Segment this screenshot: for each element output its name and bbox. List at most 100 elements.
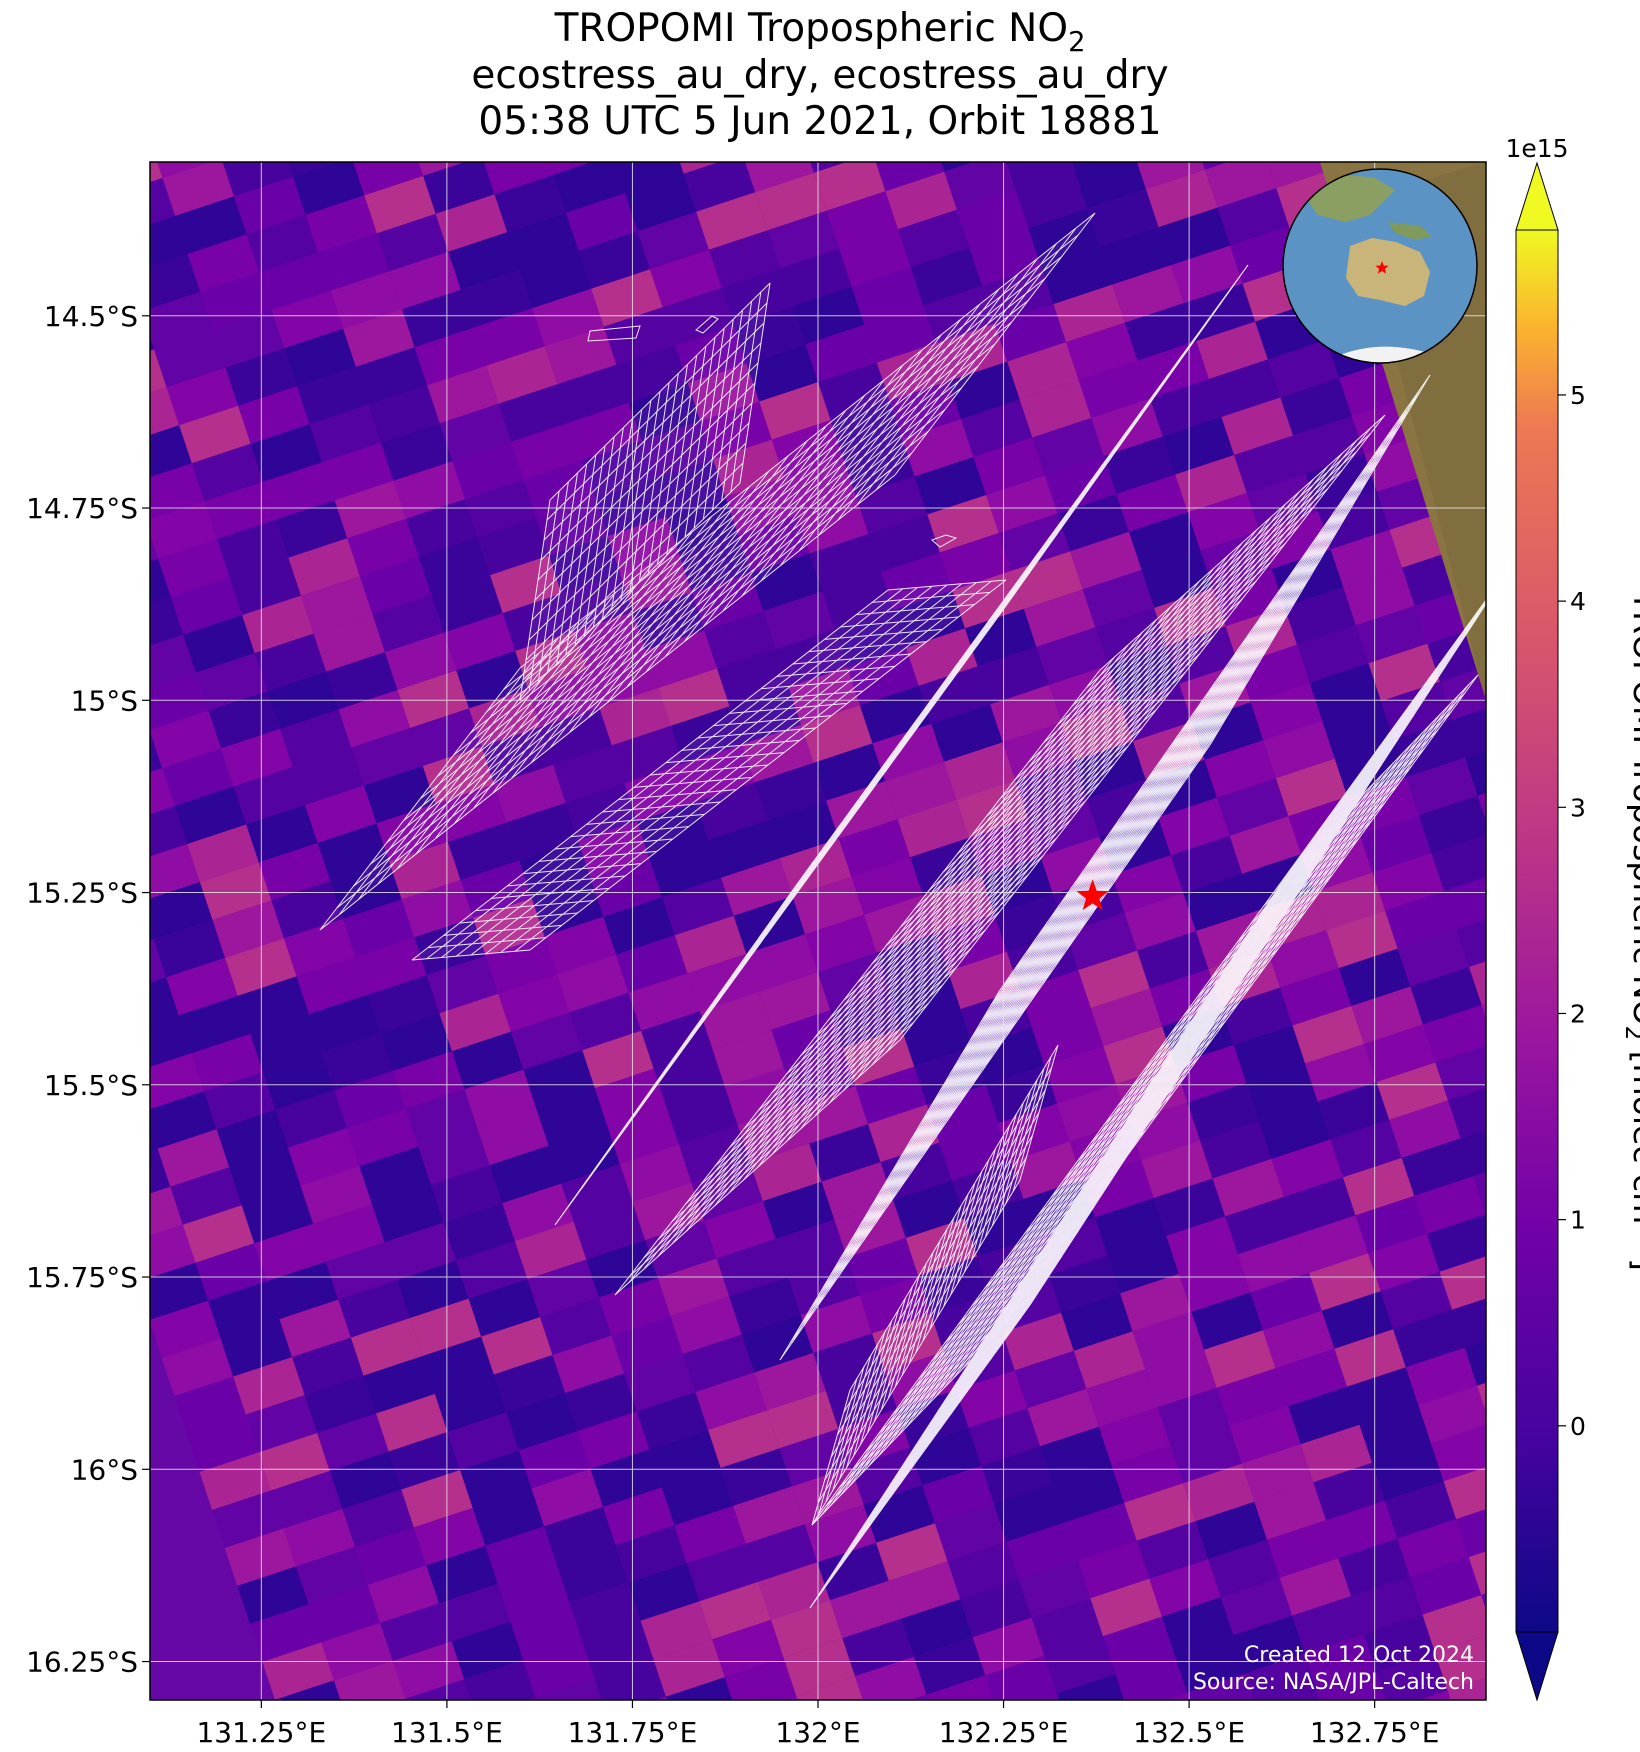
no2-pixel [330, 271, 403, 329]
no2-pixel [679, 162, 720, 174]
no2-pixel [413, 1507, 486, 1566]
no2-pixel [150, 672, 209, 730]
no2-pixel [1418, 1385, 1486, 1444]
no2-pixel [724, 1657, 797, 1700]
no2-pixel [221, 729, 293, 787]
no2-pixel [262, 1642, 334, 1700]
no2-pixel [182, 1205, 255, 1263]
no2-pixel [346, 1108, 419, 1167]
no2-pixel [468, 1279, 541, 1337]
no2-pixel [1279, 1558, 1351, 1616]
no2-pixel [565, 1373, 637, 1431]
no2-pixel [767, 1390, 839, 1449]
no2-pixel [1460, 1129, 1486, 1177]
globe-inset [1282, 168, 1478, 364]
no2-pixel [1359, 1405, 1431, 1463]
no2-pixel [1124, 893, 1196, 951]
no2-pixel [746, 344, 819, 402]
no2-pixel [150, 882, 213, 940]
no2-pixel [150, 768, 175, 815]
no2-pixel [1405, 1347, 1478, 1406]
no2-pixel [926, 1675, 994, 1700]
no2-pixel [325, 1242, 398, 1300]
no2-pixel [901, 1009, 974, 1067]
footprint-scene [809, 599, 1486, 1609]
no2-pixel [519, 1431, 591, 1489]
no2-pixel [1162, 417, 1235, 475]
no2-pixel [1325, 1500, 1398, 1559]
no2-pixel [208, 691, 280, 749]
no2-pixel [259, 252, 331, 311]
no2-pixel [318, 233, 390, 291]
no2-pixel [150, 1091, 217, 1149]
no2-pixel [1291, 1691, 1321, 1700]
no2-pixel [1280, 968, 1352, 1026]
no2-pixel [1452, 1298, 1486, 1348]
no2-pixel [1444, 877, 1486, 930]
no2-pixel [1330, 1119, 1402, 1178]
no2-pixel [594, 1068, 667, 1127]
no2-pixel [368, 975, 440, 1033]
no2-pixel [780, 248, 852, 307]
no2-pixel [1157, 1387, 1230, 1446]
no2-pixel [204, 1071, 276, 1130]
no2-pixel [195, 1243, 267, 1301]
no2-pixel [372, 1184, 444, 1243]
no2-pixel [174, 1376, 246, 1435]
no2-pixel [1195, 1501, 1267, 1560]
no2-pixel [150, 337, 155, 351]
no2-pixel [666, 1087, 738, 1145]
no2-pixel [1158, 207, 1231, 266]
no2-pixel [447, 1412, 519, 1470]
no2-pixel [927, 495, 999, 553]
no2-pixel [846, 1238, 919, 1296]
no2-pixel [347, 518, 419, 577]
no2-pixel [456, 1241, 528, 1299]
no2-pixel [855, 1656, 927, 1700]
no2-pixel [359, 1146, 431, 1205]
no2-pixel [1246, 1063, 1318, 1121]
no2-pixel [590, 859, 663, 917]
no2-pixel [1234, 435, 1306, 493]
no2-pixel [1091, 398, 1163, 456]
no2-pixel [961, 399, 1033, 457]
no2-pixel [1053, 284, 1125, 343]
colorbar-tick-label: 4 [1570, 587, 1586, 616]
no2-pixel [334, 480, 407, 539]
no2-pixel [150, 162, 163, 183]
no2-pixel [317, 1413, 389, 1471]
no2-pixel [1322, 701, 1394, 759]
no2-pixel [153, 919, 226, 978]
no2-pixel [1284, 1177, 1356, 1235]
footprint-scene [319, 212, 1096, 931]
no2-pixel [271, 1471, 343, 1529]
no2-pixel [511, 422, 583, 480]
no2-pixel [1363, 1614, 1435, 1673]
no2-pixel [321, 1622, 393, 1681]
no2-pixel [1103, 1616, 1175, 1675]
no2-pixel [1019, 1560, 1091, 1618]
footprint-scene [554, 264, 1249, 1226]
no2-pixel [418, 162, 466, 176]
no2-pixel [166, 957, 238, 1016]
no2-pixel [150, 501, 217, 559]
no2-pixel [696, 192, 768, 250]
no2-pixel [839, 229, 911, 287]
no2-pixel [464, 1659, 536, 1700]
no2-pixel [309, 404, 381, 463]
no2-pixel [317, 823, 390, 881]
no2-pixel [544, 326, 617, 385]
no2-pixel [1334, 1329, 1406, 1387]
no2-pixel [350, 1318, 423, 1376]
no2-pixel [1069, 1712, 1141, 1752]
no2-pixel [150, 710, 221, 769]
no2-pixel [1090, 1578, 1162, 1637]
no2-pixel [372, 594, 444, 653]
no2-pixel [1149, 1559, 1221, 1617]
y-tick-label: 15.5°S [44, 1069, 138, 1102]
no2-pixel [544, 916, 616, 975]
no2-pixel [969, 228, 1041, 286]
no2-pixel [653, 1639, 725, 1697]
no2-pixel [1129, 512, 1201, 570]
no2-pixel [913, 1637, 986, 1695]
